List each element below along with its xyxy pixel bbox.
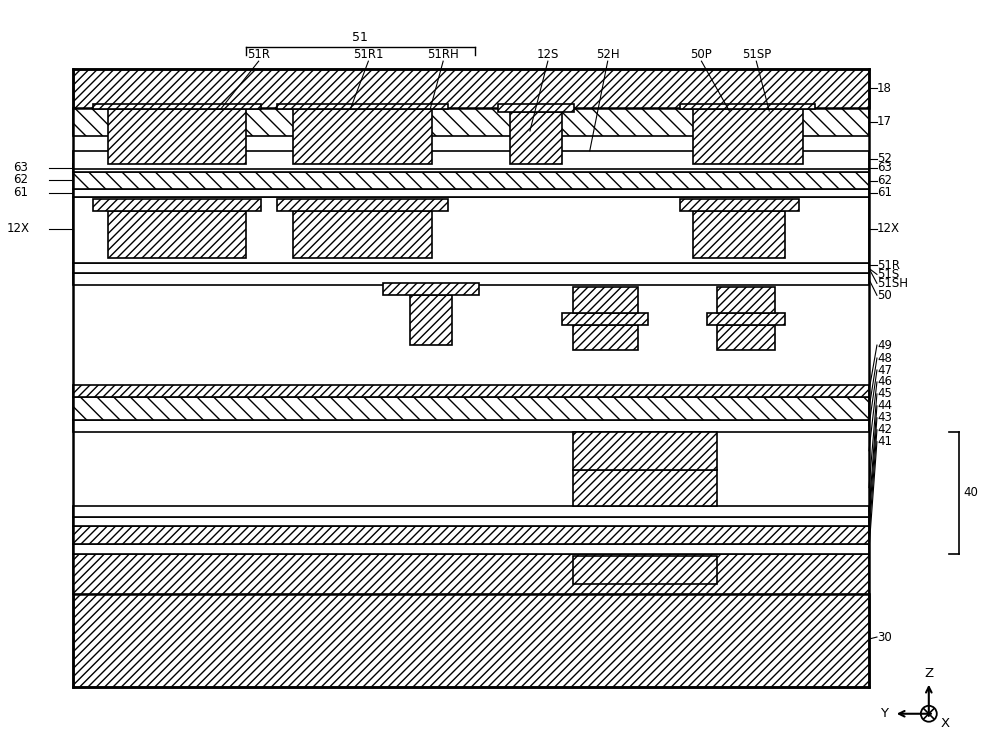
Text: 41: 41 [877, 435, 892, 448]
Text: 51RH: 51RH [427, 48, 459, 61]
Text: 63: 63 [877, 161, 892, 174]
Text: 48: 48 [877, 352, 892, 364]
Text: 51SP: 51SP [742, 48, 771, 61]
Text: 62: 62 [877, 174, 892, 187]
Text: 46: 46 [877, 376, 892, 389]
Bar [573, 556, 717, 584]
Bar [73, 273, 869, 285]
Text: 50: 50 [877, 289, 892, 302]
Text: 47: 47 [877, 364, 892, 376]
Text: 51S: 51S [877, 268, 899, 281]
Bar [510, 112, 562, 164]
Bar [73, 544, 869, 554]
Text: 52H: 52H [596, 48, 620, 61]
Text: 42: 42 [877, 423, 892, 436]
Bar [293, 211, 432, 258]
Bar [680, 104, 815, 109]
Bar [73, 264, 869, 273]
Bar [73, 517, 869, 526]
Bar [573, 288, 638, 313]
Text: 30: 30 [877, 630, 892, 644]
Bar [277, 104, 448, 109]
Bar [717, 325, 775, 350]
Bar [73, 505, 869, 517]
Bar [108, 211, 246, 258]
Bar [693, 211, 785, 258]
Text: 63: 63 [13, 161, 28, 174]
Text: Y: Y [880, 707, 888, 721]
Text: 61: 61 [877, 186, 892, 200]
Bar [73, 151, 869, 169]
Bar [73, 420, 869, 431]
Bar [73, 108, 869, 136]
Bar [73, 69, 869, 108]
Bar [498, 104, 574, 112]
Bar [93, 199, 261, 211]
Bar [73, 554, 869, 594]
Bar [73, 594, 869, 687]
Bar [73, 385, 869, 397]
Text: 51R1: 51R1 [353, 48, 384, 61]
Text: 62: 62 [13, 173, 28, 186]
Text: 40: 40 [964, 486, 979, 499]
Text: 18: 18 [877, 81, 892, 95]
Text: X: X [941, 717, 950, 730]
Bar [680, 199, 799, 211]
Text: 12X: 12X [6, 222, 29, 235]
Text: 12X: 12X [877, 222, 900, 235]
Text: 51R: 51R [247, 48, 270, 61]
Text: 61: 61 [13, 186, 28, 200]
Text: Z: Z [924, 667, 933, 681]
Bar [73, 526, 869, 544]
Text: 50P: 50P [691, 48, 712, 61]
Text: 49: 49 [877, 339, 892, 352]
Bar [73, 197, 869, 264]
Bar [717, 288, 775, 313]
Text: 45: 45 [877, 388, 892, 401]
Bar [93, 104, 261, 109]
Bar [277, 199, 448, 211]
Bar [707, 313, 785, 325]
Bar [573, 431, 717, 470]
Bar [410, 295, 452, 345]
Bar [73, 172, 869, 189]
Bar [383, 283, 479, 295]
Bar [693, 109, 803, 164]
Text: 44: 44 [877, 399, 892, 413]
Text: 52: 52 [877, 152, 892, 166]
Bar [573, 325, 638, 350]
Text: 51SH: 51SH [877, 277, 908, 290]
Bar [73, 189, 869, 197]
Text: 51R: 51R [877, 259, 900, 272]
Bar [73, 397, 869, 420]
Bar [573, 470, 717, 505]
Text: 51: 51 [352, 31, 368, 44]
Text: 12S: 12S [537, 48, 559, 61]
Bar [562, 313, 648, 325]
Text: 43: 43 [877, 411, 892, 425]
Bar [293, 109, 432, 164]
Text: 17: 17 [877, 115, 892, 129]
Bar [108, 109, 246, 164]
Bar [73, 164, 869, 172]
